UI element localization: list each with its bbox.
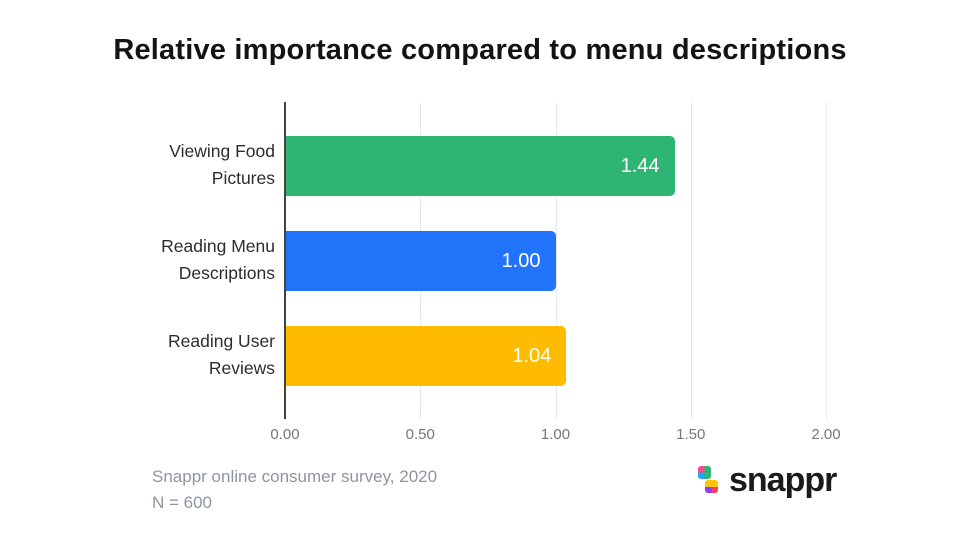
- category-label: Reading Menu Descriptions: [161, 236, 275, 283]
- bar-value-label: 1.04: [512, 344, 552, 367]
- x-tick-label: 1.50: [676, 426, 706, 443]
- category-label: Viewing Food Pictures: [169, 141, 275, 188]
- x-tick-label: 0.00: [270, 426, 300, 443]
- category-label: Reading User Reviews: [168, 331, 275, 378]
- bar: 1.00: [285, 231, 556, 291]
- x-tick-label: 2.00: [811, 426, 841, 443]
- grid-line: [555, 102, 557, 419]
- snappr-logo: snappr: [698, 461, 837, 499]
- source-note-block: Snappr online consumer survey, 2020 N = …: [152, 464, 437, 516]
- bar-value-label: 1.00: [501, 249, 541, 272]
- x-tick-label: 1.00: [540, 426, 571, 443]
- sample-size: N = 600: [152, 493, 213, 512]
- logo-wordmark: snappr: [729, 461, 837, 499]
- bar: 1.04: [285, 326, 567, 386]
- logo-icon-bottom-square: [705, 480, 718, 493]
- x-tick-label: 0.50: [405, 426, 435, 443]
- bar-chart-plot-area: 1.44 1.00 1.04: [284, 102, 827, 419]
- bar: 1.44: [285, 136, 675, 196]
- y-axis-line: [284, 102, 286, 419]
- chart-title: Relative importance compared to menu des…: [113, 34, 847, 66]
- source-note: Snappr online consumer survey, 2020: [152, 467, 438, 486]
- logo-icon-top-square: [698, 466, 711, 479]
- grid-line: [690, 102, 692, 419]
- bar-value-label: 1.44: [620, 154, 660, 177]
- snappr-logo-icon: [698, 464, 720, 496]
- grid-line: [826, 102, 827, 419]
